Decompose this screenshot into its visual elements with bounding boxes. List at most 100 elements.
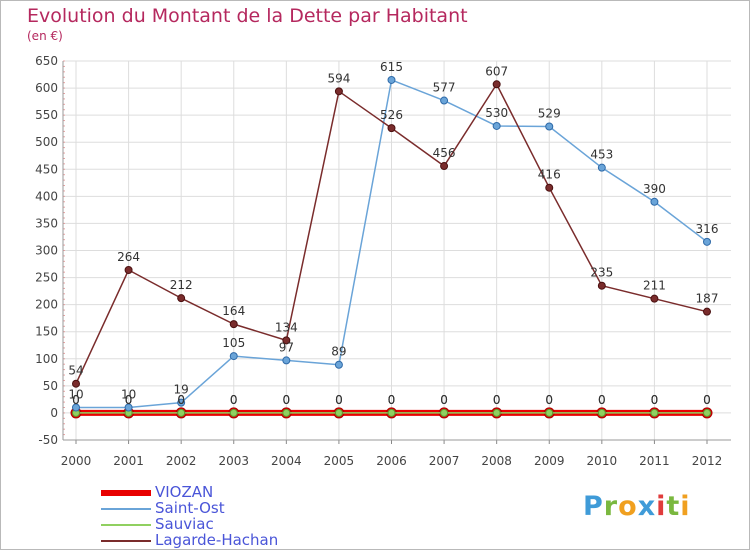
data-label-saint-ost: 390 bbox=[643, 182, 666, 196]
point-lagarde-hachan bbox=[177, 294, 186, 303]
y-tick-label: 150 bbox=[35, 325, 58, 339]
data-label-lagarde-hachan: 187 bbox=[696, 292, 719, 306]
point-saint-ost bbox=[440, 96, 449, 105]
y-tick-label: 350 bbox=[35, 216, 58, 230]
point-lagarde-hachan bbox=[282, 336, 291, 345]
y-tick-label: 0 bbox=[50, 406, 58, 420]
data-label-viozan: 0 bbox=[177, 393, 185, 407]
data-label-lagarde-hachan: 212 bbox=[170, 278, 193, 292]
point-sauviac bbox=[545, 408, 554, 417]
series-group bbox=[70, 75, 713, 419]
proxiti-logo: Proxiti bbox=[583, 491, 691, 522]
data-label-sauviac: 0 bbox=[651, 393, 659, 407]
point-lagarde-hachan bbox=[492, 80, 501, 89]
data-label-viozan: 0 bbox=[598, 393, 606, 407]
data-label-viozan: 0 bbox=[335, 393, 343, 407]
data-label-lagarde-hachan: 164 bbox=[222, 304, 245, 318]
x-tick-label: 2000 bbox=[61, 454, 92, 468]
data-label-sauviac: 0 bbox=[230, 393, 238, 407]
point-sauviac bbox=[282, 408, 291, 417]
point-saint-ost bbox=[703, 237, 711, 246]
point-lagarde-hachan bbox=[124, 265, 133, 274]
point-lagarde-hachan bbox=[72, 379, 80, 388]
legend-swatch-viozan bbox=[101, 490, 151, 496]
x-tick-label: 2012 bbox=[692, 454, 723, 468]
logo-letter: o bbox=[618, 491, 638, 522]
point-lagarde-hachan bbox=[597, 281, 606, 290]
data-label-viozan: 0 bbox=[283, 393, 291, 407]
point-saint-ost bbox=[650, 197, 659, 206]
point-sauviac bbox=[177, 408, 186, 417]
legend-label-lagarde-hachan: Lagarde-Hachan bbox=[155, 531, 279, 549]
data-label-sauviac: 0 bbox=[703, 393, 711, 407]
x-tick-label: 2004 bbox=[271, 454, 302, 468]
data-label-viozan: 0 bbox=[125, 393, 133, 407]
y-tick-label: 600 bbox=[35, 81, 58, 95]
data-label-lagarde-hachan: 456 bbox=[433, 146, 456, 160]
data-label-saint-ost: 453 bbox=[590, 148, 613, 162]
x-tick-label: 2005 bbox=[324, 454, 355, 468]
point-sauviac bbox=[597, 408, 606, 417]
x-tick-label: 2002 bbox=[166, 454, 197, 468]
y-tick-label: 100 bbox=[35, 352, 58, 366]
point-saint-ost bbox=[387, 75, 396, 84]
point-sauviac bbox=[703, 408, 711, 417]
logo-letter: P bbox=[583, 491, 604, 522]
legend-label-sauviac: Sauviac bbox=[155, 515, 214, 533]
data-label-viozan: 0 bbox=[72, 393, 80, 407]
legend-swatch-lagarde-hachan bbox=[101, 540, 151, 542]
data-label-sauviac: 0 bbox=[440, 393, 448, 407]
data-label-lagarde-hachan: 607 bbox=[485, 64, 508, 78]
data-label-sauviac: 0 bbox=[388, 393, 396, 407]
point-saint-ost bbox=[229, 352, 238, 361]
data-label-saint-ost: 316 bbox=[696, 222, 719, 236]
point-lagarde-hachan bbox=[545, 183, 554, 192]
data-label-saint-ost: 19 bbox=[174, 383, 189, 397]
data-label-viozan: 0 bbox=[440, 393, 448, 407]
x-tick-label: 2009 bbox=[534, 454, 565, 468]
point-lagarde-hachan bbox=[650, 294, 659, 303]
x-tick-label: 2003 bbox=[218, 454, 249, 468]
data-label-saint-ost: 10 bbox=[68, 388, 83, 402]
y-tick-label: 50 bbox=[43, 379, 58, 393]
point-lagarde-hachan bbox=[440, 162, 449, 171]
data-label-saint-ost: 529 bbox=[538, 107, 561, 121]
y-tick-label: 550 bbox=[35, 108, 58, 122]
data-label-saint-ost: 615 bbox=[380, 60, 403, 74]
data-label-lagarde-hachan: 134 bbox=[275, 320, 298, 334]
data-label-viozan: 0 bbox=[230, 393, 238, 407]
data-label-sauviac: 0 bbox=[125, 393, 133, 407]
point-sauviac bbox=[387, 408, 396, 417]
point-sauviac bbox=[492, 408, 501, 417]
point-sauviac bbox=[229, 408, 238, 417]
x-tick-label: 2010 bbox=[587, 454, 618, 468]
legend-swatch-saint-ost bbox=[101, 508, 151, 510]
point-sauviac bbox=[334, 408, 343, 417]
legend-label-saint-ost: Saint-Ost bbox=[155, 499, 225, 517]
chart-unit-label: (en €) bbox=[27, 29, 63, 43]
y-tick-label: 200 bbox=[35, 298, 58, 312]
legend-label-viozan: VIOZAN bbox=[155, 483, 214, 501]
logo-letter: t bbox=[666, 491, 681, 522]
y-tick-label: 500 bbox=[35, 135, 58, 149]
point-saint-ost bbox=[177, 398, 186, 407]
data-label-viozan: 0 bbox=[493, 393, 501, 407]
point-saint-ost bbox=[597, 163, 606, 172]
x-tick-label: 2011 bbox=[639, 454, 670, 468]
point-saint-ost bbox=[492, 121, 501, 130]
point-sauviac bbox=[440, 408, 449, 417]
y-tick-label: 400 bbox=[35, 189, 58, 203]
legend-swatch-sauviac bbox=[101, 524, 151, 526]
logo-letter: i bbox=[680, 491, 691, 522]
data-label-sauviac: 0 bbox=[283, 393, 291, 407]
point-saint-ost bbox=[124, 403, 133, 412]
y-tick-label: 300 bbox=[35, 244, 58, 258]
data-label-lagarde-hachan: 526 bbox=[380, 108, 403, 122]
data-label-sauviac: 0 bbox=[177, 393, 185, 407]
data-label-viozan: 0 bbox=[388, 393, 396, 407]
data-label-sauviac: 0 bbox=[72, 393, 80, 407]
data-label-lagarde-hachan: 235 bbox=[590, 266, 613, 280]
y-tick-label: -50 bbox=[38, 433, 58, 447]
